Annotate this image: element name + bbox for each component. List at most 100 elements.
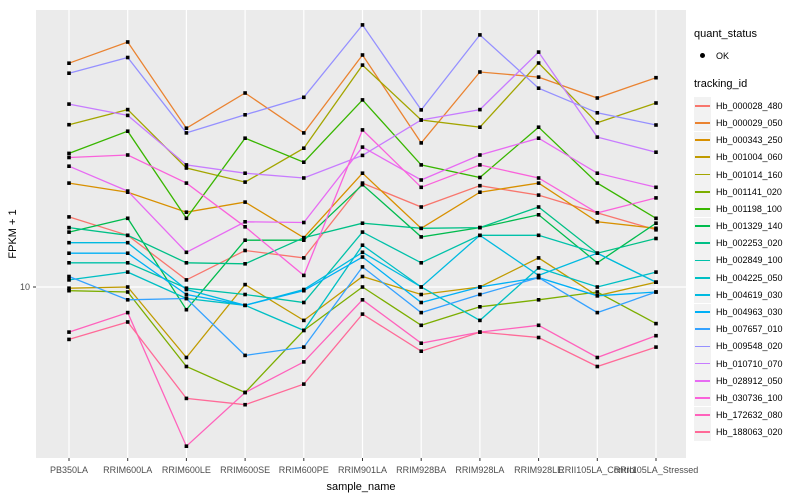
line-swatch-icon (694, 355, 711, 373)
data-point (360, 153, 365, 158)
x-axis-title: sample_name (326, 481, 396, 493)
data-point (243, 262, 247, 266)
legend-item-label: Hb_004225_050 (716, 272, 783, 283)
data-point (595, 96, 600, 100)
data-point (419, 185, 423, 190)
line-swatch-icon (694, 303, 711, 321)
data-point (184, 166, 189, 170)
data-point (302, 382, 306, 386)
data-point (67, 155, 71, 160)
data-point (243, 220, 247, 224)
legend-item-label: Hb_009548_020 (716, 341, 783, 352)
data-point (243, 171, 247, 175)
legend-item-label: Hb_001014_160 (716, 169, 783, 180)
data-point (419, 163, 423, 167)
data-point (243, 303, 247, 308)
data-point (419, 300, 423, 305)
data-point (419, 285, 423, 289)
legend-item-label: Hb_000029_050 (716, 117, 783, 128)
data-point (419, 118, 423, 122)
data-point (536, 335, 541, 340)
legend-item-label: Hb_001329_140 (716, 221, 783, 232)
legend-item-label: Hb_004619_030 (716, 289, 783, 300)
x-tick-label: RRIM600SE (220, 465, 271, 475)
legend-item-label: Hb_002253_020 (716, 238, 783, 249)
data-point (125, 320, 130, 324)
data-point (536, 86, 541, 90)
data-point (654, 290, 658, 294)
legend-item-label: Hb_030736_100 (716, 392, 783, 403)
data-point (125, 233, 130, 238)
data-point (67, 261, 71, 265)
data-point (184, 131, 189, 135)
data-point (184, 216, 189, 221)
data-point (478, 70, 482, 74)
legend-item-Hb_028912_050: Hb_028912_050 (694, 372, 798, 390)
legend-item-label: Hb_004963_030 (716, 307, 783, 318)
data-point (302, 256, 306, 260)
data-point (536, 136, 541, 140)
data-point (419, 141, 423, 145)
legend-item-Hb_030736_100: Hb_030736_100 (694, 389, 798, 407)
data-point (184, 307, 189, 312)
data-point (302, 273, 306, 278)
data-point (302, 318, 306, 323)
data-point (125, 113, 130, 118)
data-point (243, 225, 247, 229)
line-swatch-icon (694, 97, 711, 115)
line-swatch-icon (694, 148, 711, 166)
legend-item-Hb_001004_060: Hb_001004_060 (694, 148, 798, 166)
data-point (360, 243, 365, 247)
data-point (536, 205, 541, 209)
legend-item-label: Hb_000028_480 (716, 100, 783, 111)
data-point (478, 305, 482, 309)
line-swatch-icon (694, 114, 711, 132)
line-swatch-icon (694, 166, 711, 184)
legend-quant-status-title: quant_status (694, 28, 757, 40)
legend-item-Hb_010710_070: Hb_010710_070 (694, 355, 798, 373)
data-point (654, 226, 658, 231)
data-point (654, 333, 658, 338)
x-tick-label: RRIM901LA (337, 465, 388, 475)
data-point (536, 233, 541, 238)
legend-item-label: Hb_001004_060 (716, 152, 783, 163)
data-point (478, 225, 482, 230)
data-point (67, 274, 71, 279)
data-point (184, 210, 189, 214)
line-swatch-icon (694, 251, 711, 269)
data-point (184, 181, 189, 185)
data-point (67, 240, 71, 245)
data-point (654, 221, 658, 225)
legend-item-Hb_172632_080: Hb_172632_080 (694, 406, 798, 424)
line-swatch-icon (694, 183, 711, 201)
data-point (125, 240, 130, 245)
data-point (419, 178, 423, 182)
data-point (595, 290, 600, 294)
data-point (595, 261, 600, 265)
data-point (478, 153, 482, 157)
data-point (360, 221, 365, 225)
data-point (67, 61, 71, 65)
data-point (654, 150, 658, 154)
data-point (125, 107, 130, 112)
data-point (67, 215, 71, 219)
data-point (654, 101, 658, 105)
data-point (67, 230, 71, 234)
data-point (419, 323, 423, 328)
data-point (184, 292, 189, 297)
legend-item-quant: OK (694, 47, 798, 64)
legend-item-Hb_004619_030: Hb_004619_030 (694, 286, 798, 304)
data-point (184, 163, 189, 167)
data-point (125, 129, 130, 133)
data-point (654, 216, 658, 221)
legend-item-Hb_001329_140: Hb_001329_140 (694, 217, 798, 235)
data-point (243, 180, 247, 184)
x-tick-label: RRIM928LE (514, 465, 564, 475)
line-swatch-icon (694, 406, 711, 424)
data-point (302, 328, 306, 333)
x-tick-label: RRII105LA_Stressed (613, 465, 699, 475)
data-point (243, 282, 247, 287)
legend-item-Hb_004963_030: Hb_004963_030 (694, 303, 798, 321)
line-swatch-icon (694, 423, 711, 441)
legend-item-Hb_002253_020: Hb_002253_020 (694, 234, 798, 252)
